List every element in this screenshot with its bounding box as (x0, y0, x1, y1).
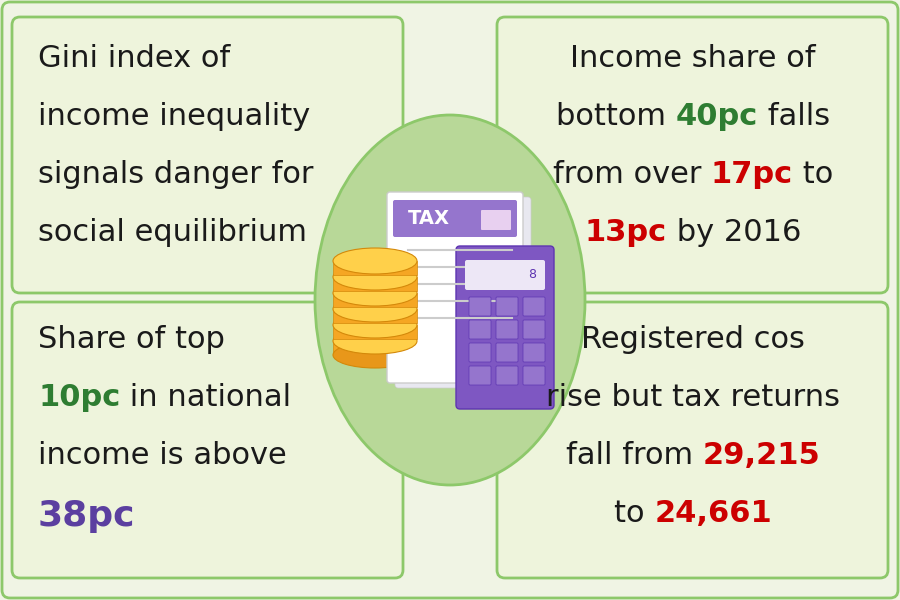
Text: TAX: TAX (408, 208, 450, 227)
FancyBboxPatch shape (465, 260, 545, 290)
Ellipse shape (333, 248, 417, 274)
FancyBboxPatch shape (395, 197, 531, 388)
Text: ✓: ✓ (400, 269, 413, 284)
Text: 38pc: 38pc (38, 499, 136, 533)
FancyBboxPatch shape (469, 343, 491, 362)
Text: ✓: ✓ (400, 253, 413, 268)
Text: 8: 8 (528, 268, 536, 280)
FancyBboxPatch shape (496, 343, 518, 362)
FancyBboxPatch shape (456, 246, 554, 409)
FancyBboxPatch shape (469, 320, 491, 339)
Text: Registered cos: Registered cos (581, 325, 805, 354)
Ellipse shape (315, 115, 585, 485)
Ellipse shape (333, 312, 417, 338)
Text: in national: in national (121, 383, 292, 412)
FancyBboxPatch shape (496, 297, 518, 316)
Text: fall from: fall from (566, 441, 703, 470)
Text: signals danger for: signals danger for (38, 160, 313, 189)
Text: 17pc: 17pc (711, 160, 793, 189)
FancyBboxPatch shape (12, 17, 403, 293)
Ellipse shape (333, 328, 417, 354)
Ellipse shape (333, 280, 417, 306)
Text: 10pc: 10pc (38, 383, 121, 412)
Text: 40pc: 40pc (676, 102, 758, 131)
FancyBboxPatch shape (496, 320, 518, 339)
Text: income is above: income is above (38, 441, 287, 470)
Ellipse shape (333, 264, 417, 290)
FancyBboxPatch shape (497, 17, 888, 293)
Text: by 2016: by 2016 (667, 218, 801, 247)
Ellipse shape (393, 321, 467, 369)
Text: Gini index of: Gini index of (38, 44, 230, 73)
FancyBboxPatch shape (387, 192, 523, 383)
Polygon shape (333, 261, 417, 275)
Polygon shape (333, 341, 417, 355)
Text: falls: falls (758, 102, 830, 131)
Text: Share of top: Share of top (38, 325, 225, 354)
FancyBboxPatch shape (481, 210, 511, 230)
FancyBboxPatch shape (523, 320, 545, 339)
FancyBboxPatch shape (523, 343, 545, 362)
Text: income inequality: income inequality (38, 102, 310, 131)
FancyBboxPatch shape (496, 366, 518, 385)
Polygon shape (333, 277, 417, 291)
Text: 29,215: 29,215 (703, 441, 820, 470)
Polygon shape (333, 325, 417, 339)
FancyBboxPatch shape (523, 297, 545, 316)
Ellipse shape (333, 342, 417, 368)
Text: Income share of: Income share of (571, 44, 815, 73)
Polygon shape (333, 293, 417, 307)
Text: 13pc: 13pc (585, 218, 667, 247)
Text: rise but tax returns: rise but tax returns (546, 383, 840, 412)
FancyBboxPatch shape (12, 302, 403, 578)
FancyBboxPatch shape (469, 366, 491, 385)
Ellipse shape (333, 296, 417, 322)
FancyBboxPatch shape (393, 200, 517, 237)
Polygon shape (333, 309, 417, 323)
Text: to: to (614, 499, 654, 528)
FancyBboxPatch shape (469, 297, 491, 316)
Text: to: to (793, 160, 833, 189)
Text: 24,661: 24,661 (654, 499, 772, 528)
Text: from over: from over (553, 160, 711, 189)
FancyBboxPatch shape (523, 366, 545, 385)
FancyBboxPatch shape (497, 302, 888, 578)
Text: bottom: bottom (556, 102, 676, 131)
Text: social equilibrium: social equilibrium (38, 218, 307, 247)
